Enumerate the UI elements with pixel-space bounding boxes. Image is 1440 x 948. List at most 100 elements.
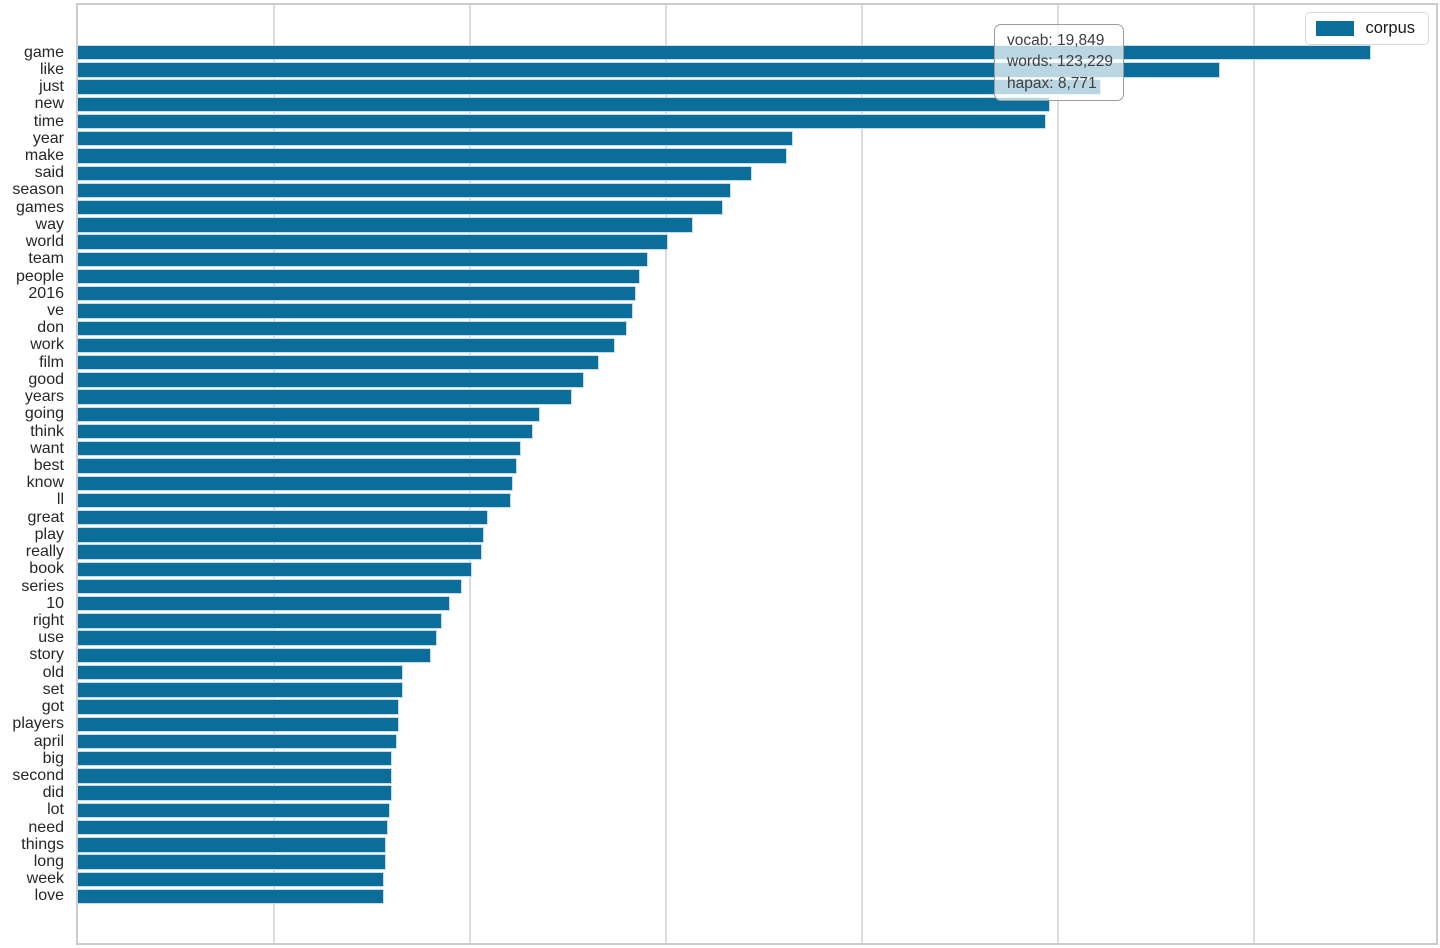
y-tick-label-season: season bbox=[12, 181, 64, 199]
x-gridline bbox=[272, 5, 275, 943]
bar-april bbox=[78, 733, 398, 750]
y-tick-label-second: second bbox=[12, 766, 64, 784]
bar-long bbox=[78, 854, 386, 870]
bar-love bbox=[78, 888, 384, 905]
bar-old bbox=[78, 664, 404, 681]
y-tick-label-2016: 2016 bbox=[28, 284, 64, 302]
bar-said bbox=[78, 165, 753, 181]
bar-make bbox=[78, 148, 788, 164]
bar-going bbox=[78, 406, 541, 422]
y-tick-label-think: think bbox=[30, 422, 64, 440]
y-tick-label-10: 10 bbox=[46, 594, 64, 612]
legend-label: corpus bbox=[1365, 19, 1415, 37]
bar-team bbox=[78, 251, 649, 268]
bar-got bbox=[78, 699, 400, 715]
y-tick-label-time: time bbox=[33, 112, 64, 130]
x-gridline bbox=[1252, 5, 1255, 943]
bar-work bbox=[78, 337, 615, 354]
y-tick-label-great: great bbox=[27, 508, 64, 526]
y-tick-label-need: need bbox=[28, 818, 64, 836]
y-tick-label-going: going bbox=[24, 405, 64, 423]
x-gridline bbox=[664, 5, 667, 943]
bar-like bbox=[78, 62, 1221, 78]
y-tick-label-want: want bbox=[30, 439, 64, 457]
bar-ve bbox=[78, 303, 633, 319]
bar-did bbox=[78, 785, 392, 801]
bar-new bbox=[78, 96, 1050, 113]
y-tick-label-really: really bbox=[25, 543, 64, 561]
y-tick-label-way: way bbox=[35, 215, 64, 233]
tooltip-line-words: words: 123,229 bbox=[1007, 53, 1113, 71]
y-tick-label-ve: ve bbox=[47, 302, 64, 319]
bar-10 bbox=[78, 596, 451, 612]
tooltip-line-vocab: vocab: 19,849 bbox=[1007, 32, 1105, 49]
bar-second bbox=[78, 768, 392, 784]
y-tick-label-game: game bbox=[23, 43, 64, 61]
bar-good bbox=[78, 372, 584, 388]
y-tick-label-set: set bbox=[42, 680, 64, 698]
bar-great bbox=[78, 509, 488, 526]
y-tick-label-series: series bbox=[21, 577, 64, 595]
y-tick-label-years: years bbox=[24, 388, 64, 406]
bar-years bbox=[78, 389, 572, 405]
bar-don bbox=[78, 320, 627, 336]
bar-world bbox=[78, 234, 668, 250]
y-tick-label-long: long bbox=[33, 853, 64, 871]
y-tick-label-did: did bbox=[42, 784, 64, 802]
bar-need bbox=[78, 819, 388, 836]
y-tick-label-ll: ll bbox=[56, 491, 64, 509]
bar-game bbox=[78, 45, 1372, 61]
bar-things bbox=[78, 837, 386, 853]
y-tick-label-don: don bbox=[37, 319, 64, 337]
bar-book bbox=[78, 561, 472, 577]
y-tick-label-week: week bbox=[26, 870, 64, 888]
plot-area: vocab: 19,849 words: 123,229 hapax: 8,77… bbox=[76, 3, 1438, 945]
bar-players bbox=[78, 716, 400, 732]
y-tick-label-book: book bbox=[29, 560, 64, 578]
y-tick-label-year: year bbox=[32, 129, 64, 147]
y-tick-label-right: right bbox=[32, 611, 64, 629]
y-tick-label-old: old bbox=[42, 663, 64, 681]
bar-big bbox=[78, 751, 392, 767]
y-tick-label-things: things bbox=[21, 835, 64, 853]
bar-time bbox=[78, 113, 1047, 130]
legend: corpus bbox=[1305, 12, 1429, 45]
y-tick-label-use: use bbox=[38, 629, 64, 647]
bar-film bbox=[78, 354, 600, 371]
y-tick-label-work: work bbox=[30, 336, 64, 354]
y-tick-label-new: new bbox=[34, 95, 64, 113]
y-tick-label-world: world bbox=[25, 233, 64, 251]
y-tick-label-april: april bbox=[33, 732, 64, 750]
y-tick-label-games: games bbox=[15, 198, 64, 216]
y-tick-label-film: film bbox=[39, 353, 64, 371]
x-gridline bbox=[1056, 5, 1059, 943]
bar-really bbox=[78, 544, 482, 560]
y-tick-label-good: good bbox=[28, 370, 64, 388]
y-tick-label-love: love bbox=[34, 887, 64, 905]
bar-2016 bbox=[78, 286, 637, 302]
bar-week bbox=[78, 871, 384, 887]
bar-people bbox=[78, 268, 641, 285]
bar-best bbox=[78, 458, 517, 474]
y-tick-label-got: got bbox=[41, 698, 64, 716]
bar-set bbox=[78, 682, 404, 698]
bar-year bbox=[78, 131, 794, 147]
bar-want bbox=[78, 441, 521, 457]
bar-games bbox=[78, 199, 723, 216]
y-tick-label-lot: lot bbox=[47, 801, 64, 819]
y-tick-label-just: just bbox=[39, 78, 64, 96]
x-gridline bbox=[860, 5, 863, 943]
y-tick-label-team: team bbox=[28, 250, 64, 268]
y-tick-label-players: players bbox=[12, 715, 64, 733]
y-tick-label-said: said bbox=[34, 164, 64, 182]
bar-just bbox=[78, 79, 1101, 95]
y-tick-label-make: make bbox=[24, 147, 64, 165]
tooltip-line-hapax: hapax: 8,771 bbox=[1007, 74, 1097, 92]
bar-story bbox=[78, 647, 431, 664]
bar-right bbox=[78, 613, 443, 629]
y-tick-label-best: best bbox=[33, 456, 64, 474]
bar-ll bbox=[78, 492, 512, 509]
x-gridline bbox=[468, 5, 471, 943]
bar-think bbox=[78, 423, 533, 440]
